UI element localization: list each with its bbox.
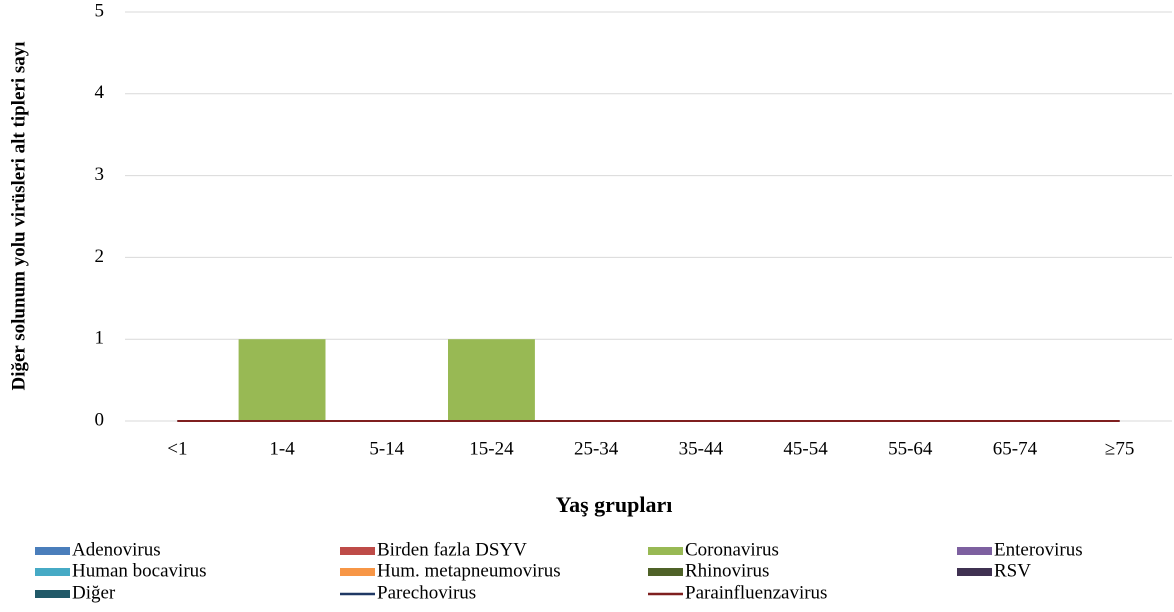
legend-marker	[35, 590, 70, 598]
legend-marker	[648, 547, 683, 555]
x-tick-label: 15-24	[469, 438, 514, 459]
legend-marker	[35, 568, 70, 576]
y-axis-title: Diğer solunum yolu virüsleri alt tipleri…	[8, 41, 29, 390]
legend-marker	[340, 547, 375, 555]
legend-label: Birden fazla DSYV	[377, 539, 527, 560]
y-tick-label: 2	[95, 246, 105, 267]
bar-segment	[447, 339, 535, 421]
legend-label: Coronavirus	[685, 539, 779, 560]
legend-label: Parainfluenzavirus	[685, 582, 827, 603]
x-axis-title: Yaş grupları	[556, 492, 673, 517]
legend-marker	[957, 547, 992, 555]
legend-label: Hum. metapneumovirus	[377, 560, 561, 581]
y-tick-label: 0	[95, 409, 105, 430]
legend-label: Parechovirus	[377, 582, 476, 603]
x-tick-label: 55-64	[888, 438, 933, 459]
x-tick-label: 25-34	[574, 438, 619, 459]
legend-label: RSV	[994, 560, 1031, 581]
legend-marker	[957, 568, 992, 576]
legend-label: Rhinovirus	[685, 560, 769, 581]
y-tick-label: 3	[95, 164, 105, 185]
y-tick-label: 4	[95, 82, 105, 103]
x-tick-label: 45-54	[783, 438, 828, 459]
x-tick-label: <1	[167, 438, 187, 459]
x-tick-label: 5-14	[369, 438, 404, 459]
x-tick-label: ≥75	[1105, 438, 1134, 459]
x-tick-label: 35-44	[679, 438, 724, 459]
legend-marker	[35, 547, 70, 555]
y-tick-label: 5	[95, 0, 105, 21]
x-tick-label: 1-4	[269, 438, 295, 459]
legend-marker	[340, 568, 375, 576]
legend-label: Adenovirus	[72, 539, 161, 560]
legend-label: Diğer	[72, 582, 116, 603]
legend-marker	[648, 568, 683, 576]
legend-label: Enterovirus	[994, 539, 1083, 560]
x-tick-label: 65-74	[993, 438, 1038, 459]
bar-segment	[238, 339, 326, 421]
y-tick-label: 1	[95, 328, 105, 349]
legend-label: Human bocavirus	[72, 560, 207, 581]
